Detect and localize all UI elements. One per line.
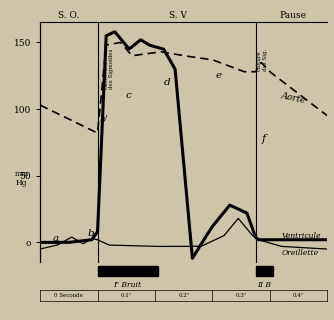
Text: S. O.: S. O. xyxy=(58,11,79,20)
Text: a: a xyxy=(53,234,59,243)
Text: b': b' xyxy=(99,116,108,124)
Text: f: f xyxy=(261,134,266,144)
Text: e: e xyxy=(215,71,221,80)
Text: 0 Seconde: 0 Seconde xyxy=(54,293,83,298)
Text: d: d xyxy=(164,78,170,87)
Bar xyxy=(98,266,158,276)
Text: II B: II B xyxy=(257,281,271,289)
Text: Pause: Pause xyxy=(279,11,306,20)
Text: c: c xyxy=(125,92,131,100)
Text: 0.3": 0.3" xyxy=(235,293,247,298)
Bar xyxy=(256,266,273,276)
Text: Clôture
des Sig.: Clôture des Sig. xyxy=(257,49,268,71)
Text: b: b xyxy=(87,229,94,238)
Text: 0.4": 0.4" xyxy=(293,293,304,298)
Text: Aorte: Aorte xyxy=(280,92,307,105)
Text: Iᵉ Bruit: Iᵉ Bruit xyxy=(113,281,142,289)
Text: mm
Hg: mm Hg xyxy=(14,170,28,187)
Text: Ouverture
des Sigmoïdes: Ouverture des Sigmoïdes xyxy=(103,49,114,90)
Text: S. V: S. V xyxy=(169,11,187,20)
Text: Oreillette: Oreillette xyxy=(281,249,319,257)
Text: 0.1": 0.1" xyxy=(121,293,132,298)
Text: Ventricule: Ventricule xyxy=(281,232,321,240)
Text: 0.2": 0.2" xyxy=(178,293,189,298)
